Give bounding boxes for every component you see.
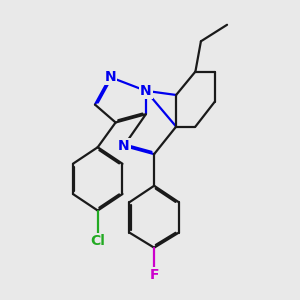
Text: N: N — [118, 139, 130, 153]
Text: N: N — [140, 84, 152, 98]
Text: Cl: Cl — [90, 234, 105, 248]
Text: F: F — [149, 268, 159, 282]
Text: N: N — [104, 70, 116, 84]
